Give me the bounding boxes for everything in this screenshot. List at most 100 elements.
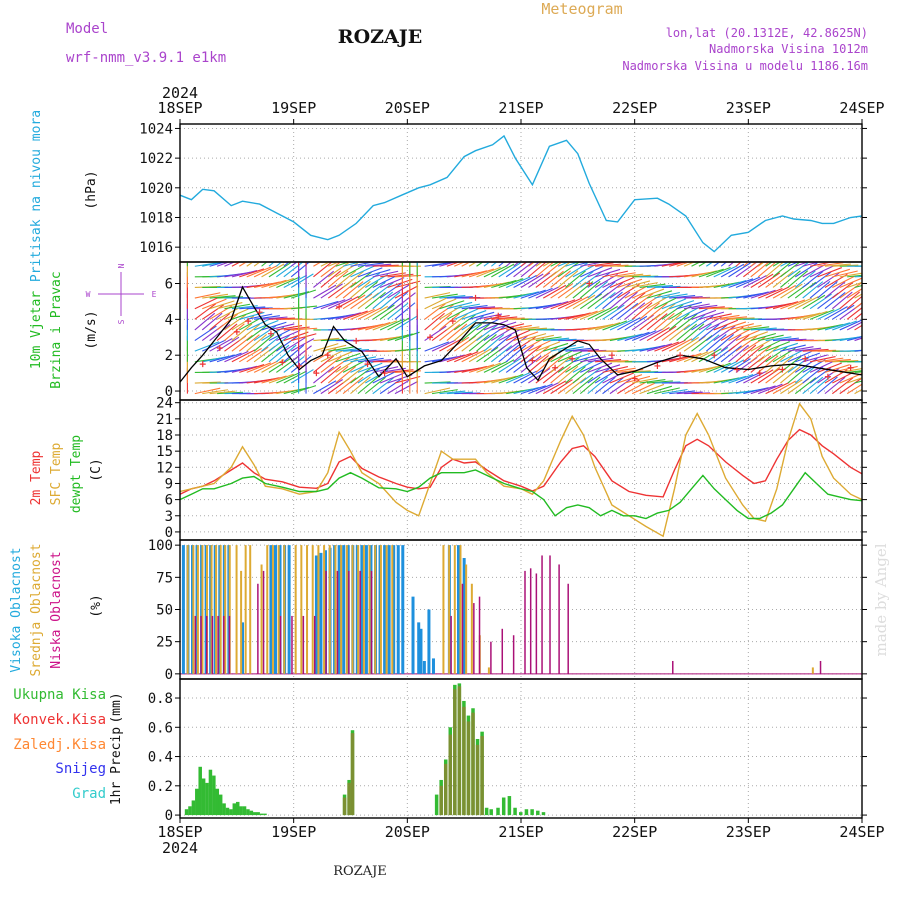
wind-barb	[809, 309, 835, 320]
wind-barb	[431, 298, 457, 310]
wind-barb	[565, 347, 592, 352]
wind-barb	[343, 349, 370, 352]
x-tick-label-top: 18SEP	[157, 99, 202, 117]
wind-barb	[387, 273, 414, 278]
wind-barb	[609, 277, 635, 288]
wind-barb	[476, 324, 498, 341]
wind-barb	[520, 355, 542, 373]
wind-barb	[505, 329, 531, 342]
precip-bar-rain	[246, 809, 250, 816]
wind-barb	[772, 284, 796, 299]
wind-barb	[557, 262, 570, 267]
wind-barb	[802, 354, 828, 363]
wind-barb	[691, 366, 717, 373]
wind-barb	[809, 367, 832, 384]
x-tick-label-top: 19SEP	[271, 99, 316, 117]
wind-barb	[379, 318, 405, 331]
wind-barb	[238, 323, 260, 341]
x-tick-label-top: 24SEP	[839, 99, 884, 117]
precip-bar-conv	[466, 721, 471, 816]
legend-frz: Zaledj.Kisa	[13, 737, 106, 753]
wind-barb	[283, 336, 307, 352]
wind-barb	[335, 352, 361, 363]
wind-barb	[809, 376, 831, 395]
wind-barb	[720, 321, 747, 331]
wind-gust-marker	[364, 361, 371, 368]
wind-barb	[669, 262, 688, 267]
wind-barb	[698, 364, 724, 373]
wind-barb	[528, 339, 553, 352]
wind-barb	[357, 267, 383, 278]
wind-barb	[654, 387, 680, 395]
wind-barb	[253, 334, 275, 352]
wind-barb	[387, 379, 410, 395]
wind-gust-marker	[256, 309, 263, 316]
wind-barb	[728, 323, 754, 331]
year-top: 2024	[162, 84, 198, 102]
wind-barb	[380, 272, 406, 278]
wind-barb	[194, 387, 221, 395]
wind-barb	[290, 355, 312, 373]
wind-barb	[283, 344, 305, 363]
precip-unit: (mm)	[109, 692, 124, 723]
wind-barb	[224, 350, 249, 363]
wind-barb	[246, 262, 254, 267]
wind-barb	[246, 266, 272, 278]
wind-barb	[683, 308, 709, 320]
wind-barb	[750, 345, 772, 363]
wind-barb	[424, 312, 445, 331]
wind-barb	[728, 317, 755, 320]
panels: 1016101810201022102402460369121518212402…	[139, 119, 867, 824]
wind-barb	[750, 355, 772, 373]
wind-barb	[713, 319, 739, 331]
wind-barb	[609, 272, 636, 278]
wind-barb	[268, 373, 294, 384]
precip-bar-rain	[263, 813, 267, 816]
wind-barb	[194, 312, 216, 331]
wind-barb	[231, 365, 258, 373]
precip-bar-rain	[222, 803, 226, 816]
legend-rain: Ukupna Kisa	[13, 687, 106, 703]
y-tick-label: 0.8	[148, 691, 173, 707]
wind-barb	[543, 342, 569, 352]
wind-barb	[580, 308, 605, 320]
wind-barb	[802, 376, 824, 395]
wind-gust-marker	[824, 373, 831, 380]
wind-barb	[676, 296, 703, 299]
precip-bar-rain	[188, 806, 192, 816]
wind-barb	[587, 272, 610, 288]
y-tick-label: 0.2	[148, 779, 173, 795]
temperature-labels: 2m Temp SFC Temp dewpt Temp (C)	[29, 435, 104, 513]
wind-barb	[735, 372, 761, 384]
wind-barb	[772, 342, 798, 352]
wind-barb	[757, 345, 780, 363]
wind-barb	[854, 302, 862, 310]
wind-barb	[587, 267, 613, 278]
wind-barb	[780, 379, 803, 395]
y-tick-label: 1020	[139, 181, 173, 197]
wind-barb	[372, 291, 394, 310]
wind-barb	[595, 359, 622, 363]
wind-barb	[468, 334, 490, 352]
wind-barb	[520, 327, 547, 331]
wind-barb	[550, 262, 561, 267]
wind-barb	[209, 354, 235, 363]
wind-barb	[372, 377, 394, 395]
wind-barb	[283, 331, 309, 342]
wind-barb	[342, 271, 364, 288]
wind-barb	[587, 362, 613, 373]
wind-barb	[379, 291, 401, 310]
wind-gust-marker	[733, 366, 740, 373]
x-tick-label-top: 22SEP	[612, 99, 657, 117]
wind-barb	[387, 291, 409, 310]
wind-barb	[254, 315, 280, 320]
wind-barb	[261, 321, 287, 331]
wind-barb	[780, 299, 806, 310]
wind-barb	[713, 265, 738, 278]
wind-barb	[283, 326, 310, 331]
wind-barb	[676, 313, 698, 331]
precip-bar-rain	[541, 812, 546, 816]
wind-barb	[231, 323, 253, 341]
wind-barb	[543, 300, 569, 310]
wind-barb	[342, 354, 369, 363]
